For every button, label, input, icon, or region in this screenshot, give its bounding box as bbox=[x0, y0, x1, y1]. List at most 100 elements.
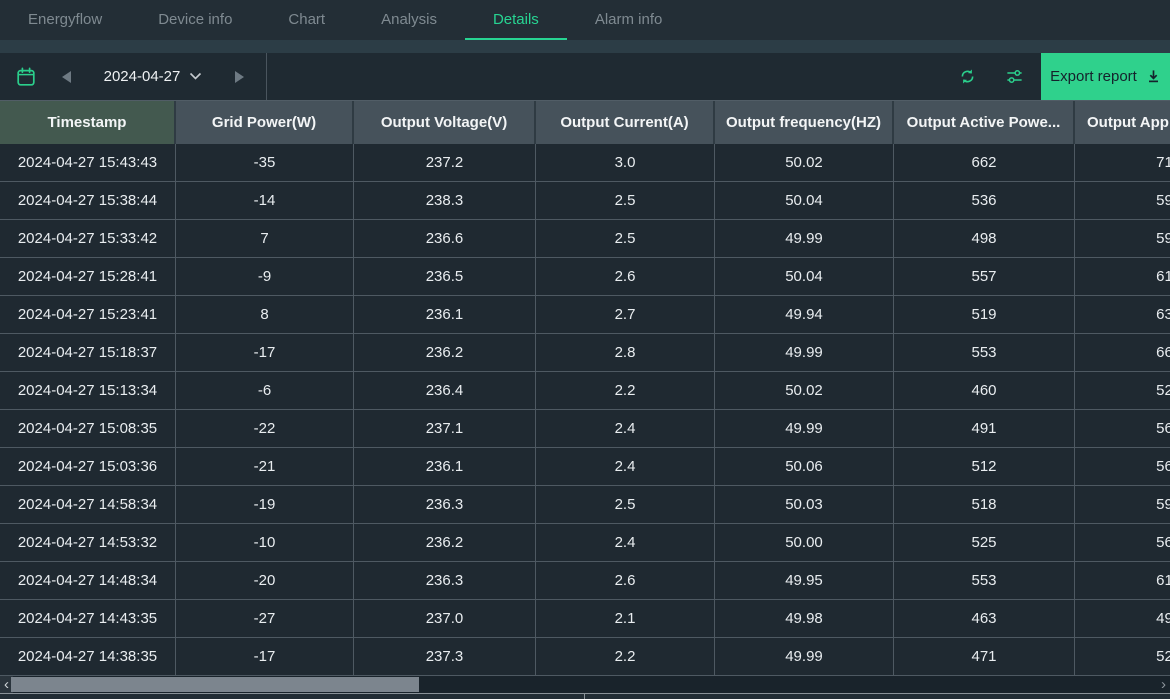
tab-chart[interactable]: Chart bbox=[288, 10, 326, 28]
value-cell: 553 bbox=[894, 562, 1075, 600]
value-cell: -6 bbox=[176, 372, 354, 410]
table-header-row: Timestamp Grid Power(W) Output Voltage(V) O… bbox=[0, 100, 1170, 144]
download-icon bbox=[1148, 70, 1158, 83]
clipped-next-section-edge bbox=[0, 693, 1170, 699]
value-cell: 2.8 bbox=[536, 334, 715, 372]
value-cell: 236.2 bbox=[354, 334, 536, 372]
timestamp-cell: 2024-04-27 15:18:37 bbox=[0, 334, 176, 372]
table-row: 2024-04-27 14:58:34 -19 236.3 2.5 50.03 518 59 bbox=[0, 486, 1170, 524]
value-cell: 460 bbox=[894, 372, 1075, 410]
table-row: 2024-04-27 14:38:35 -17 237.3 2.2 49.99 471 52 bbox=[0, 638, 1170, 676]
value-cell: 238.3 bbox=[354, 182, 536, 220]
value-cell: 61 bbox=[1075, 562, 1170, 600]
value-cell: 66 bbox=[1075, 334, 1170, 372]
chevron-down-icon bbox=[190, 72, 202, 80]
value-cell: 491 bbox=[894, 410, 1075, 448]
value-cell: -20 bbox=[176, 562, 354, 600]
tab-analysis[interactable]: Analysis bbox=[381, 10, 437, 28]
value-cell: 63 bbox=[1075, 296, 1170, 334]
value-cell: 2.6 bbox=[536, 562, 715, 600]
table-row: 2024-04-27 14:53:32 -10 236.2 2.4 50.00 525 56 bbox=[0, 524, 1170, 562]
tab-alarm-info[interactable]: Alarm info bbox=[594, 10, 663, 28]
value-cell: 236.4 bbox=[354, 372, 536, 410]
date-picker[interactable]: 2024-04-27 bbox=[71, 68, 235, 85]
value-cell: 236.1 bbox=[354, 448, 536, 486]
value-cell: -21 bbox=[176, 448, 354, 486]
calendar-icon[interactable] bbox=[16, 67, 36, 87]
column-header-4: Output frequency(HZ) bbox=[715, 101, 894, 144]
filter-icon[interactable] bbox=[1005, 67, 1024, 86]
value-cell: -27 bbox=[176, 600, 354, 638]
timestamp-cell: 2024-04-27 15:38:44 bbox=[0, 182, 176, 220]
value-cell: -17 bbox=[176, 334, 354, 372]
toolbar: 2024-04-27 bbox=[0, 53, 1170, 100]
value-cell: 52 bbox=[1075, 372, 1170, 410]
value-cell: 49 bbox=[1075, 600, 1170, 638]
column-header-2: Output Voltage(V) bbox=[354, 101, 536, 144]
next-day-button[interactable] bbox=[235, 70, 244, 83]
table-row: 2024-04-27 15:03:36 -21 236.1 2.4 50.06 512 56 bbox=[0, 448, 1170, 486]
value-cell: 2.1 bbox=[536, 600, 715, 638]
value-cell: 71 bbox=[1075, 144, 1170, 182]
value-cell: 49.94 bbox=[715, 296, 894, 334]
tab-device-info[interactable]: Device info bbox=[158, 10, 233, 28]
timestamp-cell: 2024-04-27 15:33:42 bbox=[0, 220, 176, 258]
value-cell: 2.4 bbox=[536, 410, 715, 448]
scroll-right-button[interactable]: › bbox=[1161, 676, 1166, 693]
value-cell: 7 bbox=[176, 220, 354, 258]
scrollbar-thumb[interactable] bbox=[11, 677, 419, 692]
table-row: 2024-04-27 15:23:41 8 236.1 2.7 49.94 519 63 bbox=[0, 296, 1170, 334]
value-cell: 237.1 bbox=[354, 410, 536, 448]
value-cell: -17 bbox=[176, 638, 354, 676]
date-navigator: 2024-04-27 bbox=[0, 53, 267, 100]
value-cell: 662 bbox=[894, 144, 1075, 182]
value-cell: 49.95 bbox=[715, 562, 894, 600]
value-cell: 2.7 bbox=[536, 296, 715, 334]
timestamp-cell: 2024-04-27 15:28:41 bbox=[0, 258, 176, 296]
table-row: 2024-04-27 15:28:41 -9 236.5 2.6 50.04 557 61 bbox=[0, 258, 1170, 296]
timestamp-cell: 2024-04-27 15:43:43 bbox=[0, 144, 176, 182]
export-report-button[interactable]: Export report bbox=[1041, 53, 1170, 100]
tab-energyflow[interactable]: Energyflow bbox=[28, 10, 103, 28]
column-header-3: Output Current(A) bbox=[536, 101, 715, 144]
value-cell: 52 bbox=[1075, 638, 1170, 676]
timestamp-cell: 2024-04-27 14:58:34 bbox=[0, 486, 176, 524]
value-cell: 2.6 bbox=[536, 258, 715, 296]
value-cell: 49.99 bbox=[715, 334, 894, 372]
value-cell: 59 bbox=[1075, 182, 1170, 220]
value-cell: -9 bbox=[176, 258, 354, 296]
value-cell: 49.99 bbox=[715, 220, 894, 258]
scroll-left-button[interactable]: ‹ bbox=[0, 676, 13, 693]
refresh-icon[interactable] bbox=[958, 67, 977, 86]
value-cell: 59 bbox=[1075, 486, 1170, 524]
value-cell: 59 bbox=[1075, 220, 1170, 258]
value-cell: 56 bbox=[1075, 524, 1170, 562]
value-cell: 56 bbox=[1075, 410, 1170, 448]
previous-day-button[interactable] bbox=[62, 70, 71, 83]
value-cell: 49.99 bbox=[715, 410, 894, 448]
value-cell: 50.02 bbox=[715, 372, 894, 410]
column-header-0: Timestamp bbox=[0, 101, 176, 144]
value-cell: 553 bbox=[894, 334, 1075, 372]
value-cell: 512 bbox=[894, 448, 1075, 486]
value-cell: 2.4 bbox=[536, 524, 715, 562]
value-cell: 56 bbox=[1075, 448, 1170, 486]
timestamp-cell: 2024-04-27 15:23:41 bbox=[0, 296, 176, 334]
value-cell: 50.03 bbox=[715, 486, 894, 524]
tab-details[interactable]: Details bbox=[464, 0, 567, 40]
horizontal-scrollbar[interactable]: ‹ › bbox=[0, 676, 1170, 693]
column-header-1: Grid Power(W) bbox=[176, 101, 354, 144]
clipped-divider bbox=[584, 694, 585, 699]
value-cell: 8 bbox=[176, 296, 354, 334]
value-cell: -14 bbox=[176, 182, 354, 220]
table-row: 2024-04-27 15:18:37 -17 236.2 2.8 49.99 553 66 bbox=[0, 334, 1170, 372]
value-cell: 2.5 bbox=[536, 486, 715, 524]
timestamp-cell: 2024-04-27 14:38:35 bbox=[0, 638, 176, 676]
timestamp-cell: 2024-04-27 15:13:34 bbox=[0, 372, 176, 410]
tab-bar: Energyflow Device info Chart Analysis Detail… bbox=[0, 0, 1170, 40]
export-report-label: Export report bbox=[1050, 68, 1137, 85]
table-row: 2024-04-27 14:48:34 -20 236.3 2.6 49.95 553 61 bbox=[0, 562, 1170, 600]
toolbar-actions: Export report bbox=[958, 53, 1170, 100]
table-body: 2024-04-27 15:43:43 -35 237.2 3.0 50.02 662 71… bbox=[0, 144, 1170, 676]
value-cell: 237.2 bbox=[354, 144, 536, 182]
